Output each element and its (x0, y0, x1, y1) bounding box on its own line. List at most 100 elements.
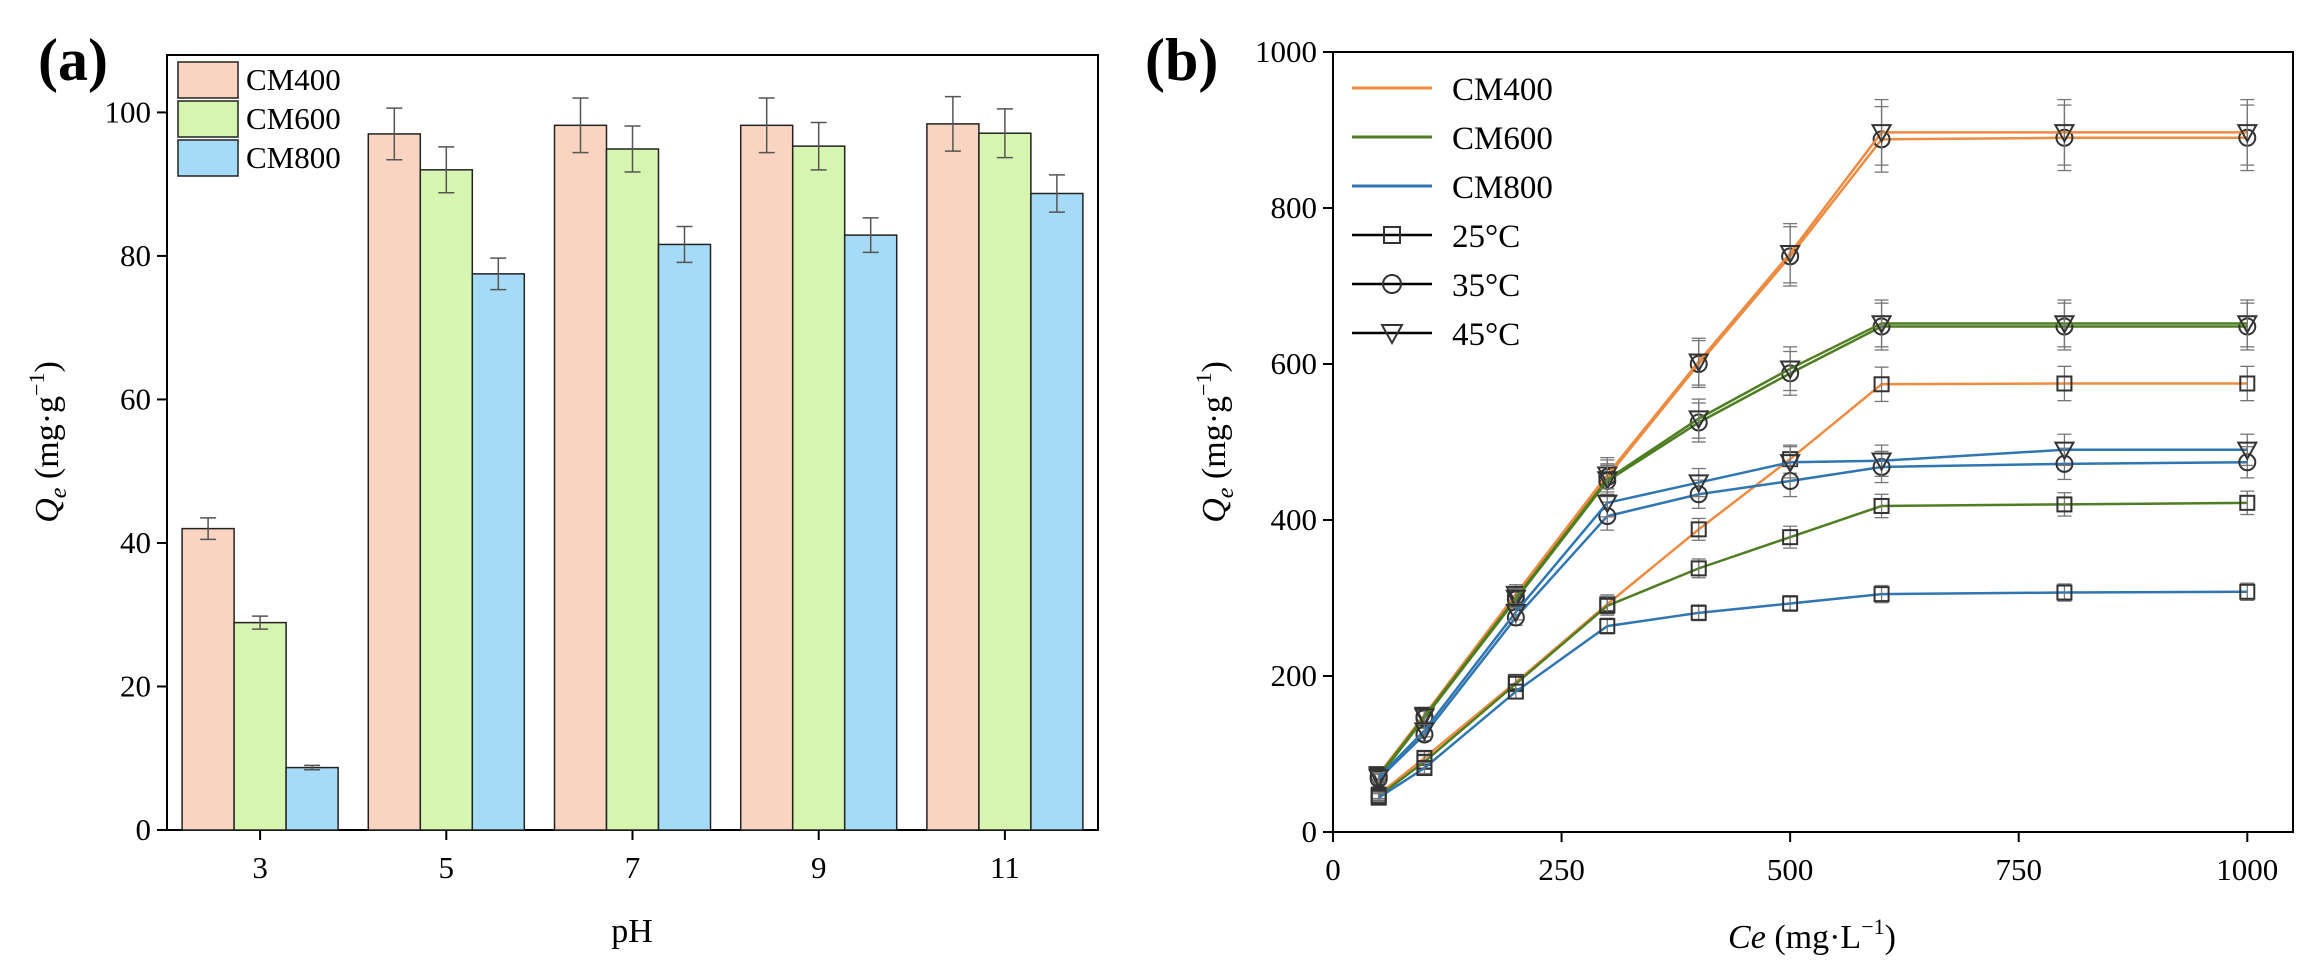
y-tick-label: 800 (1271, 190, 1318, 225)
y-tick-label: 80 (120, 238, 151, 273)
x-tick-label: 1000 (2216, 852, 2278, 887)
panel-b-label: (b) (1145, 27, 1218, 93)
data-point (1688, 410, 1710, 430)
data-point (1690, 560, 1707, 577)
x-tick-label: 250 (1538, 852, 1585, 887)
data-point (1599, 597, 1616, 614)
data-point (1413, 722, 1436, 742)
panel-a-y-axis: 0 20 40 60 80 100 (105, 94, 167, 847)
y-tick-label: 600 (1271, 346, 1318, 381)
bar (233, 621, 287, 831)
series-line (1377, 325, 2248, 779)
y-tick-label: 20 (120, 668, 151, 703)
data-point (1505, 589, 1527, 610)
legend-swatch (177, 61, 239, 99)
legend-label: CM800 (246, 140, 341, 175)
data-point (2056, 496, 2073, 513)
data-point (2236, 315, 2258, 335)
x-tick-label: 0 (1325, 852, 1341, 887)
data-point (1370, 789, 1387, 806)
bar (419, 169, 474, 831)
legend-swatch (177, 100, 239, 138)
data-point (1779, 454, 1801, 474)
data-point (1870, 315, 1893, 335)
legend-marker (1380, 324, 1404, 346)
y-tick-label: 1000 (1255, 34, 1317, 69)
x-tick-label: 5 (439, 850, 455, 885)
bar (791, 145, 846, 831)
data-point (1873, 497, 1890, 514)
x-tick-label: 3 (252, 850, 268, 885)
y-tick-label: 40 (120, 525, 151, 560)
data-point (2053, 315, 2076, 335)
data-point (2056, 375, 2073, 392)
legend-label: 45°C (1452, 317, 1520, 353)
panel-a-label: (a) (38, 27, 108, 93)
legend-marker (1382, 274, 1402, 294)
data-point (1507, 683, 1524, 700)
bar (1030, 192, 1084, 831)
legend-label: CM400 (1452, 72, 1553, 108)
bar (471, 273, 526, 831)
panel-b-legend: CM400 CM600 CM800 25°C 35°C 45°C (1352, 72, 1553, 353)
series-line (1377, 501, 2248, 798)
data-point (1873, 586, 1890, 603)
bar (978, 132, 1032, 831)
y-tick-label: 0 (1302, 814, 1318, 849)
legend-marker (1383, 226, 1401, 244)
legend-label: CM600 (246, 101, 341, 136)
data-point (1596, 471, 1618, 491)
panel-b-frame (1332, 51, 2294, 833)
data-point (2236, 441, 2258, 461)
y-tick-label: 100 (105, 94, 152, 129)
data-point (2053, 124, 2076, 144)
panel-b-x-axis: 0 250 500 750 1000 (1325, 832, 2278, 887)
panel-a-y-title: Qe (mg·g−1) (24, 361, 72, 523)
data-point (1416, 760, 1433, 777)
data-point (1690, 521, 1707, 538)
legend-label: 35°C (1452, 268, 1520, 304)
legend-label: CM400 (246, 62, 341, 97)
data-point (2239, 494, 2256, 511)
data-point (1368, 769, 1390, 789)
y-tick-label: 400 (1271, 502, 1318, 537)
data-point (1413, 708, 1436, 728)
data-point (2236, 124, 2258, 144)
legend-label: 25°C (1452, 219, 1520, 255)
panel-b-y-title: Qe (mg·g−1) (1191, 361, 1239, 523)
bar (367, 133, 422, 831)
data-point (1870, 124, 1893, 144)
data-point (2239, 583, 2256, 600)
legend-label: CM600 (1452, 121, 1553, 157)
data-point (2239, 375, 2256, 392)
bar (285, 766, 339, 831)
legend-swatch (177, 139, 239, 177)
data-point (1873, 376, 1890, 393)
panel-a-x-axis: 3 5 7 9 11 (252, 830, 1020, 885)
bar (739, 124, 794, 831)
data-point (1599, 618, 1616, 635)
data-point (1870, 452, 1893, 472)
panel-a-legend: CM400 CM600 CM800 (177, 61, 341, 177)
y-tick-label: 60 (120, 381, 151, 416)
bar (181, 527, 235, 831)
data-point (1505, 603, 1527, 624)
panel-a-bars (181, 95, 1084, 831)
legend-label: CM800 (1452, 170, 1553, 206)
x-tick-label: 11 (990, 850, 1020, 885)
data-point (1690, 604, 1707, 621)
data-point (1782, 529, 1799, 546)
data-point (1779, 245, 1801, 265)
data-point (1779, 360, 1801, 380)
bar (553, 124, 608, 831)
data-point (1782, 595, 1799, 612)
panel-a-x-title: pH (611, 913, 653, 950)
panel-b-series (1368, 98, 2258, 806)
data-point (2056, 584, 2073, 601)
x-tick-label: 750 (1995, 852, 2042, 887)
data-point (1596, 494, 1618, 514)
data-point (1688, 474, 1710, 494)
x-tick-label: 9 (811, 850, 827, 885)
